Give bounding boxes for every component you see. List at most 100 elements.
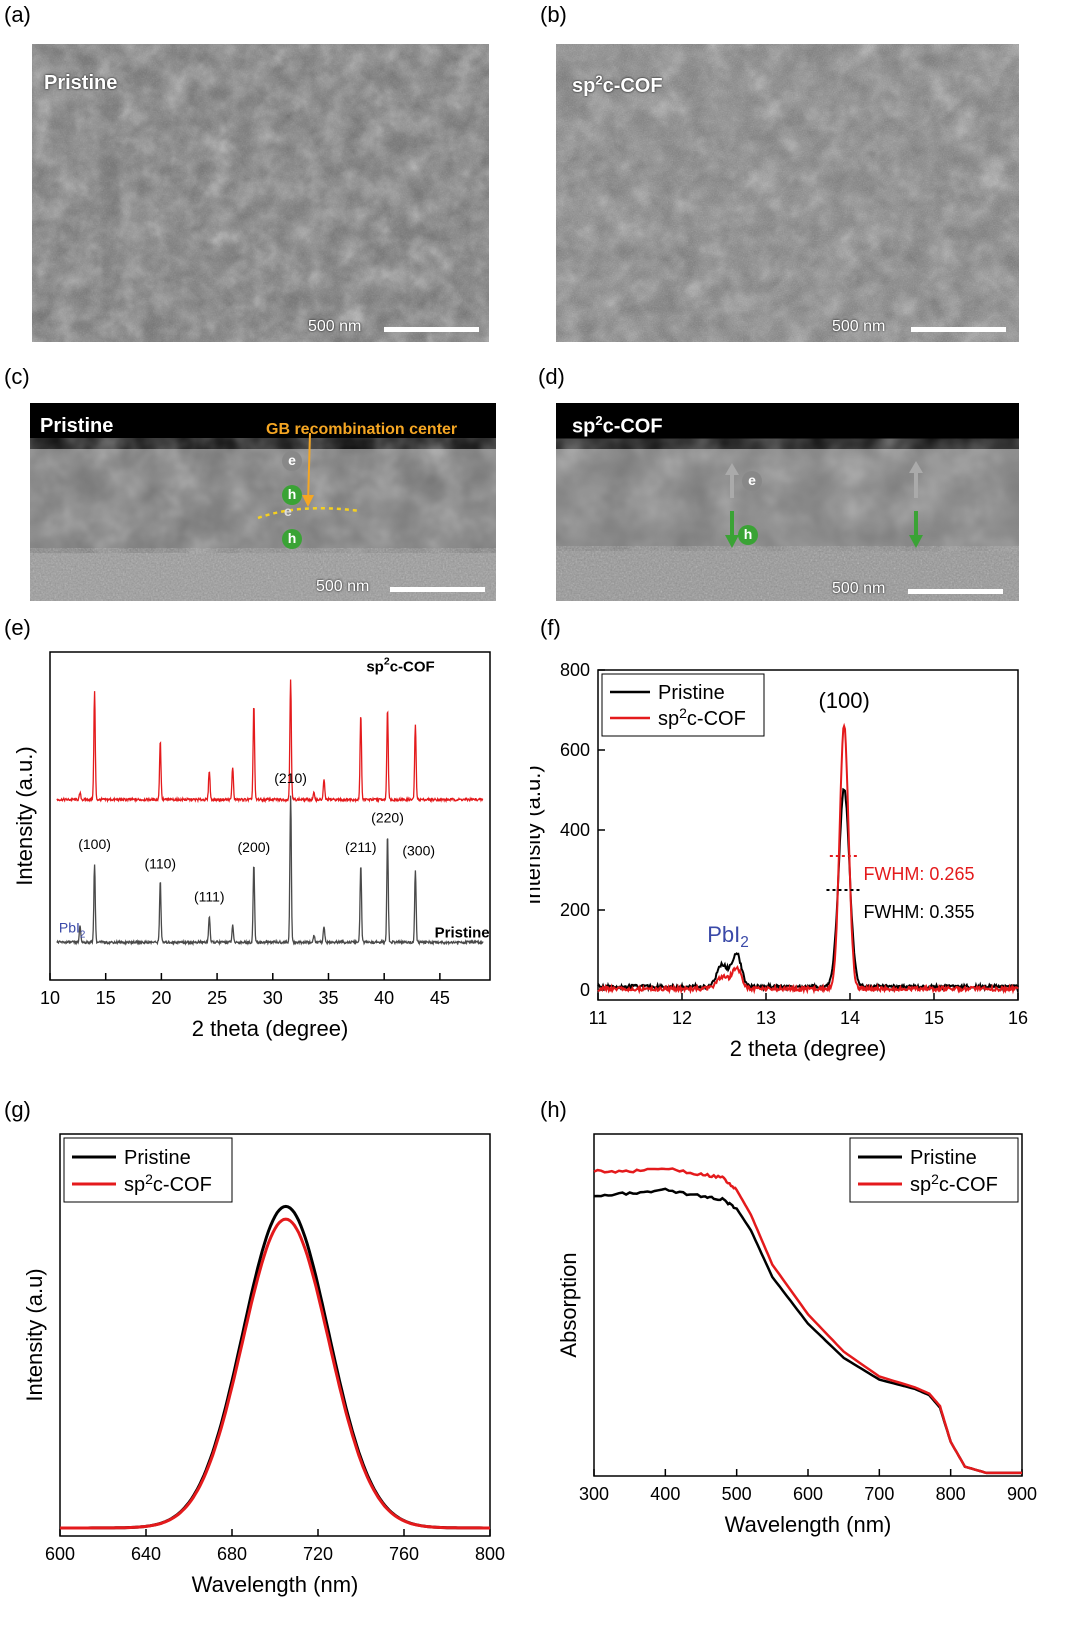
e-xlabel: 2 theta (degree) — [192, 1016, 349, 1041]
h-xtick-label-5: 800 — [936, 1484, 966, 1504]
panel-c-label: (c) — [4, 364, 30, 389]
scale-bar-d — [908, 589, 1003, 594]
e-series-label-pristine: Pristine — [435, 924, 490, 941]
e-peak-label-0: (100) — [78, 836, 111, 852]
f-xtick-label-1: 12 — [672, 1008, 692, 1028]
scale-bar-a — [384, 327, 479, 332]
g-xlabel: Wavelength (nm) — [192, 1572, 359, 1597]
f-plot-frame — [597, 669, 1019, 1001]
e-peak-label-4: (210) — [274, 770, 307, 786]
h-xtick-label-6: 900 — [1007, 1484, 1037, 1504]
gb-annotation-text: GB recombination center — [266, 421, 458, 438]
panel-d-label: (d) — [538, 364, 565, 389]
sem-texture-a — [32, 44, 489, 342]
e-peak-label-2: (111) — [194, 888, 225, 904]
e-xtick-label-2: 20 — [151, 988, 171, 1008]
h-xtick-label-0: 300 — [579, 1484, 609, 1504]
f-series-pristine-line — [597, 787, 1019, 993]
h-series-cof-line — [593, 1167, 1022, 1475]
hole-2-c: h — [282, 529, 302, 549]
g-xtick-label-1: 640 — [131, 1544, 161, 1564]
f-legend-label-0: Pristine — [658, 682, 725, 704]
sem-image-a: Pristine 500 nm — [32, 44, 489, 342]
f-fwhm-cof-label: FWHM: 0.265 — [863, 864, 974, 884]
g-legend-label-0: Pristine — [124, 1147, 191, 1169]
f-xlabel: 2 theta (degree) — [730, 1036, 887, 1061]
scale-bar-b — [911, 327, 1006, 332]
scale-label-d: 500 nm — [832, 580, 886, 597]
h-legend-label-0: Pristine — [910, 1147, 977, 1169]
f-pbi2-label: PbI2 — [707, 922, 749, 951]
e-pbi2-label: PbI2 — [59, 919, 85, 940]
chart-e-xrd: 10 15 20 25 30 35 40 45 2 theta (degree) Intensit… — [12, 651, 491, 1041]
sem-image-d: sp2c-COF e h 500 nm — [556, 403, 1019, 601]
h-legend-label-1: sp2c-COF — [910, 1171, 998, 1196]
g-legend-box — [63, 1137, 233, 1203]
panel-e-label: (e) — [4, 615, 31, 640]
g-xtick-label-3: 720 — [303, 1544, 333, 1564]
sem-b-title: sp2c-COF — [572, 72, 663, 98]
electron-1-c: e — [282, 451, 302, 471]
f-ytick-label-2: 400 — [560, 820, 590, 840]
e-xtick-label-1: 15 — [96, 988, 116, 1008]
g-plot-frame — [59, 1133, 491, 1537]
h-xlabel: Wavelength (nm) — [725, 1512, 892, 1537]
f-ytick-label-0: 0 — [580, 980, 590, 1000]
f-series-cof-line — [597, 722, 1019, 995]
panel-a-label: (a) — [4, 2, 31, 27]
e-xtick-label-3: 25 — [207, 988, 227, 1008]
panel-b-label: (b) — [540, 2, 567, 27]
h-xtick-label-4: 700 — [864, 1484, 894, 1504]
f-xtick-label-4: 15 — [924, 1008, 944, 1028]
panel-f-label: (f) — [540, 615, 561, 640]
scale-label-b: 500 nm — [832, 318, 886, 335]
hole-1-c: h — [282, 485, 302, 505]
g-legend-label-1: sp2c-COF — [124, 1171, 212, 1196]
f-peak-label: (100) — [818, 688, 869, 713]
h-xtick-label-2: 500 — [722, 1484, 752, 1504]
sem-a-title: Pristine — [44, 72, 118, 94]
g-series-cof-line — [60, 1217, 490, 1530]
electron-d: e — [742, 471, 762, 491]
f-xtick-label-5: 16 — [1008, 1008, 1028, 1028]
annotation-arrow-c — [307, 432, 311, 504]
chart-f-xrd-zoom: 11 12 13 14 15 16 0 200 400 600 800 2 theta (degree… — [530, 660, 1028, 1061]
sem-b-title-text: sp2c-COF — [572, 72, 663, 97]
h-legend-box — [849, 1137, 1019, 1203]
sem-d-title: sp2c-COF — [572, 413, 663, 438]
f-ytick-label-1: 200 — [560, 900, 590, 920]
h-ylabel: Absorption — [556, 1252, 581, 1357]
panel-h-label: (h) — [540, 1097, 567, 1122]
scale-label-a: 500 nm — [308, 318, 362, 335]
e-xtick-label-4: 30 — [263, 988, 283, 1008]
f-xtick-label-3: 14 — [840, 1008, 860, 1028]
f-ylabel: Intensity (a.u.) — [530, 765, 545, 904]
gb-dashed-line — [257, 506, 361, 520]
e-xtick-label-5: 35 — [318, 988, 338, 1008]
hole-d: h — [738, 525, 758, 545]
e-peak-label-5: (211) — [345, 839, 377, 855]
f-ytick-label-4: 800 — [560, 660, 590, 680]
e-peak-label-6: (220) — [371, 810, 404, 826]
e-peak-label-3: (200) — [238, 839, 271, 855]
e-peak-label-1: (110) — [144, 855, 176, 871]
f-fwhm-pristine-label: FWHM: 0.355 — [863, 902, 974, 922]
e-plot-frame — [49, 651, 491, 981]
f-xtick-label-2: 13 — [756, 1008, 776, 1028]
f-legend-box — [601, 673, 765, 737]
h-xtick-label-1: 400 — [650, 1484, 680, 1504]
h-series-pristine-line — [593, 1187, 1022, 1475]
h-xtick-label-3: 600 — [793, 1484, 823, 1504]
e-series-cof-line — [56, 679, 484, 804]
e-xtick-label-0: 10 — [40, 988, 60, 1008]
sem-texture-b — [556, 44, 1019, 342]
g-series-pristine-line — [60, 1204, 490, 1530]
e-series-pristine-line — [56, 795, 484, 947]
f-legend-label-1: sp2c-COF — [658, 705, 746, 730]
scale-bar-c — [390, 587, 485, 592]
electron-2-c: e — [284, 503, 292, 519]
g-xtick-label-2: 680 — [217, 1544, 247, 1564]
scale-label-c: 500 nm — [316, 578, 370, 595]
g-xtick-label-4: 760 — [389, 1544, 419, 1564]
chart-h-absorption: 300 400 500 600 700 800 900 Wavelength (nm) Abso… — [556, 1133, 1037, 1537]
